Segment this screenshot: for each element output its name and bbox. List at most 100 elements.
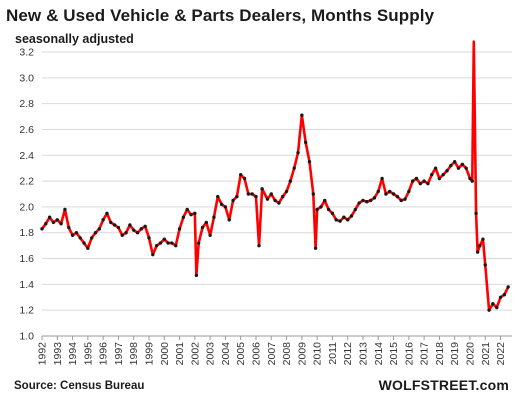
data-point xyxy=(55,218,59,222)
data-point xyxy=(481,237,485,241)
data-point xyxy=(495,305,499,310)
x-tick-label: 1992 xyxy=(37,342,49,366)
data-point xyxy=(44,221,48,226)
data-point xyxy=(189,212,193,217)
data-point xyxy=(219,202,224,207)
y-tick-label: 2.0 xyxy=(19,201,34,213)
data-point xyxy=(101,218,105,222)
data-point xyxy=(116,225,121,230)
data-point xyxy=(414,176,419,181)
data-point xyxy=(265,197,270,201)
data-point xyxy=(235,194,239,199)
data-point xyxy=(410,179,415,183)
x-tick-label: 2009 xyxy=(296,342,308,366)
data-point xyxy=(345,218,350,222)
data-point xyxy=(342,215,346,219)
data-point xyxy=(326,207,331,212)
data-point xyxy=(445,169,449,173)
x-tick-label: 2003 xyxy=(205,342,217,366)
x-tick-label: 2000 xyxy=(159,342,171,366)
chart-subtitle: seasonally adjusted xyxy=(15,32,134,46)
data-point xyxy=(223,205,228,209)
x-tick-label: 2018 xyxy=(434,342,446,366)
data-point xyxy=(491,302,495,306)
data-point xyxy=(51,220,56,225)
data-point xyxy=(388,189,392,194)
data-point xyxy=(194,273,199,278)
data-point xyxy=(277,201,281,205)
data-point xyxy=(151,252,155,257)
y-tick-label: 1.8 xyxy=(19,227,34,239)
data-point xyxy=(139,227,144,231)
data-point xyxy=(147,236,151,240)
data-point xyxy=(474,211,478,216)
data-point xyxy=(269,192,273,196)
series-line xyxy=(40,40,510,312)
data-point xyxy=(120,233,124,238)
data-point xyxy=(456,166,461,170)
x-tick-label: 2006 xyxy=(250,342,262,366)
data-point xyxy=(212,215,216,219)
x-axis-tick-labels: 1992 1993 1994 1995 1996 1997 1998 1999 2000 2001… xyxy=(37,336,507,366)
data-point xyxy=(128,223,132,227)
x-tick-label: 2007 xyxy=(266,342,278,366)
y-tick-label: 1.0 xyxy=(19,331,34,343)
data-point xyxy=(376,189,380,194)
x-tick-label: 2022 xyxy=(495,342,507,366)
x-tick-label: 2004 xyxy=(220,342,232,366)
data-point xyxy=(74,231,79,235)
data-point xyxy=(357,201,361,205)
data-point xyxy=(63,207,67,212)
brand-logo-text: WOLFSTREET.com xyxy=(378,377,509,393)
data-point xyxy=(380,176,384,181)
data-point xyxy=(426,181,430,186)
data-point xyxy=(338,219,342,223)
x-tick-label: 1998 xyxy=(128,342,140,366)
data-point xyxy=(86,246,90,250)
data-point xyxy=(170,241,174,245)
data-point xyxy=(196,241,201,245)
x-tick-label: 2020 xyxy=(464,342,476,366)
data-point xyxy=(166,241,170,245)
data-point xyxy=(124,231,128,235)
data-point xyxy=(506,285,510,289)
data-point xyxy=(89,236,94,240)
data-point xyxy=(498,295,503,299)
x-tick-label: 1997 xyxy=(113,342,125,366)
data-point xyxy=(185,207,189,212)
x-tick-label: 2021 xyxy=(480,342,492,366)
data-point xyxy=(487,308,491,312)
x-tick-label: 2016 xyxy=(403,342,415,366)
x-tick-label: 2011 xyxy=(327,342,339,365)
data-point xyxy=(441,172,445,177)
data-point xyxy=(296,150,300,155)
data-point xyxy=(391,192,396,196)
data-point xyxy=(250,192,254,196)
data-point xyxy=(452,160,457,164)
data-point xyxy=(323,198,327,203)
data-point xyxy=(311,192,315,196)
data-point xyxy=(200,225,205,230)
data-point xyxy=(132,228,136,232)
data-point xyxy=(260,187,264,191)
data-point xyxy=(418,181,422,186)
data-point xyxy=(330,211,335,216)
data-point xyxy=(216,194,220,199)
data-point xyxy=(468,176,472,181)
data-point xyxy=(82,241,86,245)
data-point xyxy=(349,214,354,218)
data-point xyxy=(430,172,434,177)
data-point xyxy=(399,198,403,203)
data-point xyxy=(464,166,468,170)
data-point xyxy=(288,179,293,183)
x-tick-label: 1995 xyxy=(82,342,94,366)
data-point xyxy=(292,166,296,170)
data-point xyxy=(361,198,365,203)
data-point xyxy=(112,223,117,227)
y-tick-label: 2.2 xyxy=(19,176,34,188)
data-point xyxy=(154,243,159,248)
x-tick-label: 2015 xyxy=(388,342,400,366)
data-point xyxy=(47,215,52,219)
x-tick-label: 2014 xyxy=(373,342,385,366)
